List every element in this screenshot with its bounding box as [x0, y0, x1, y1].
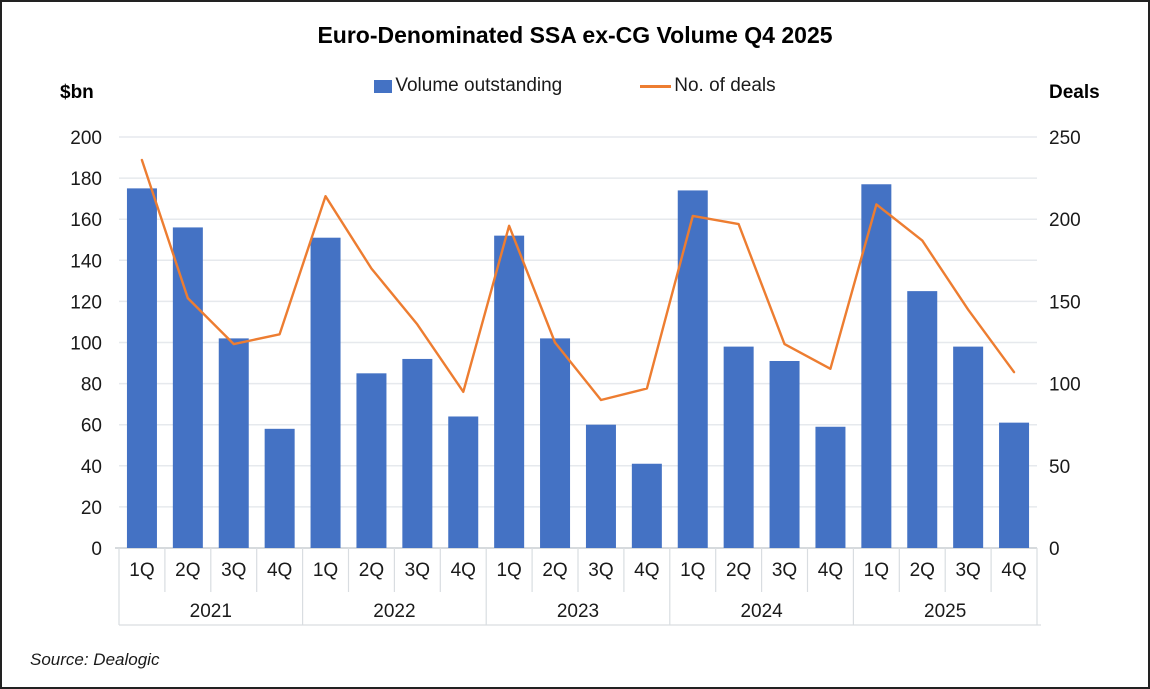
left-axis-tick: 60 [81, 416, 102, 437]
left-axis-tick: 140 [70, 251, 102, 272]
left-axis-tick: 160 [70, 210, 102, 231]
legend-bar-swatch-icon [374, 79, 393, 93]
quarter-label: 1Q [313, 560, 338, 581]
chart-title: Euro-Denominated SSA ex-CG Volume Q4 202… [317, 22, 833, 48]
bar-3q-2021 [218, 338, 249, 548]
bar-2q-2024 [723, 346, 754, 548]
year-label: 2022 [373, 601, 415, 622]
bar-3q-2024 [769, 360, 800, 548]
legend-item-deals: No. of deals [640, 75, 776, 97]
legend: Volume outstanding No. of deals [2, 75, 1148, 97]
left-axis-tick: 0 [91, 539, 102, 560]
quarter-label: 3Q [221, 560, 246, 581]
quarter-label: 2Q [359, 560, 384, 581]
left-axis-tick: 40 [81, 457, 102, 478]
right-axis-unit-label: Deals [1049, 82, 1100, 103]
source-caption: Source: Dealogic [30, 650, 160, 669]
bar-2q-2023 [540, 338, 571, 548]
quarter-label: 3Q [955, 560, 980, 581]
quarter-label: 3Q [772, 560, 797, 581]
left-axis-tick: 20 [81, 498, 102, 519]
quarter-label: 3Q [405, 560, 430, 581]
bar-1q-2025 [861, 184, 892, 548]
bar-4q-2023 [631, 463, 662, 548]
left-axis-unit-label: $bn [60, 82, 94, 103]
quarter-label: 4Q [818, 560, 843, 581]
quarter-label: 2Q [542, 560, 567, 581]
bar-2q-2021 [172, 227, 203, 549]
bar-4q-2024 [815, 426, 846, 548]
year-label: 2023 [557, 601, 599, 622]
bar-4q-2022 [448, 416, 479, 548]
quarter-label: 1Q [864, 560, 889, 581]
bar-4q-2025 [999, 422, 1030, 548]
right-axis-tick: 100 [1049, 375, 1081, 396]
bar-3q-2025 [953, 346, 984, 548]
bar-1q-2024 [677, 190, 708, 548]
bar-2q-2025 [907, 291, 938, 548]
left-axis-tick: 120 [70, 292, 102, 313]
quarter-label: 2Q [175, 560, 200, 581]
deals-line [140, 158, 1016, 402]
quarter-label: 4Q [451, 560, 476, 581]
quarter-label: 4Q [1001, 560, 1026, 581]
bar-1q-2021 [126, 188, 157, 548]
year-label: 2021 [190, 601, 232, 622]
quarter-label: 4Q [267, 560, 292, 581]
quarter-label: 2Q [910, 560, 935, 581]
year-label: 2025 [924, 601, 966, 622]
left-axis-tick: 100 [70, 334, 102, 355]
quarter-label: 1Q [129, 560, 154, 581]
left-axis-tick: 180 [70, 169, 102, 190]
right-axis-tick: 150 [1049, 292, 1081, 313]
right-axis-tick: 0 [1049, 539, 1060, 560]
legend-volume-label: Volume outstanding [395, 75, 563, 96]
legend-item-volume: Volume outstanding [374, 75, 562, 97]
bar-1q-2023 [494, 235, 525, 548]
quarter-label: 4Q [634, 560, 659, 581]
quarter-label: 1Q [496, 560, 521, 581]
bar-3q-2022 [402, 358, 433, 548]
bar-2q-2022 [356, 373, 387, 548]
legend-line-swatch-icon [640, 84, 672, 88]
bar-3q-2023 [585, 424, 616, 548]
bar-1q-2022 [310, 237, 341, 548]
left-axis-tick: 200 [70, 128, 102, 149]
quarter-label: 3Q [588, 560, 613, 581]
right-axis-tick: 250 [1049, 128, 1081, 149]
right-axis-tick: 200 [1049, 210, 1081, 231]
quarter-label: 2Q [726, 560, 751, 581]
year-label: 2024 [740, 601, 783, 622]
right-axis-tick: 50 [1049, 457, 1070, 478]
legend-deals-label: No. of deals [674, 75, 776, 96]
bar-4q-2021 [264, 428, 295, 548]
quarter-label: 1Q [680, 560, 705, 581]
left-axis-tick: 80 [81, 375, 102, 396]
